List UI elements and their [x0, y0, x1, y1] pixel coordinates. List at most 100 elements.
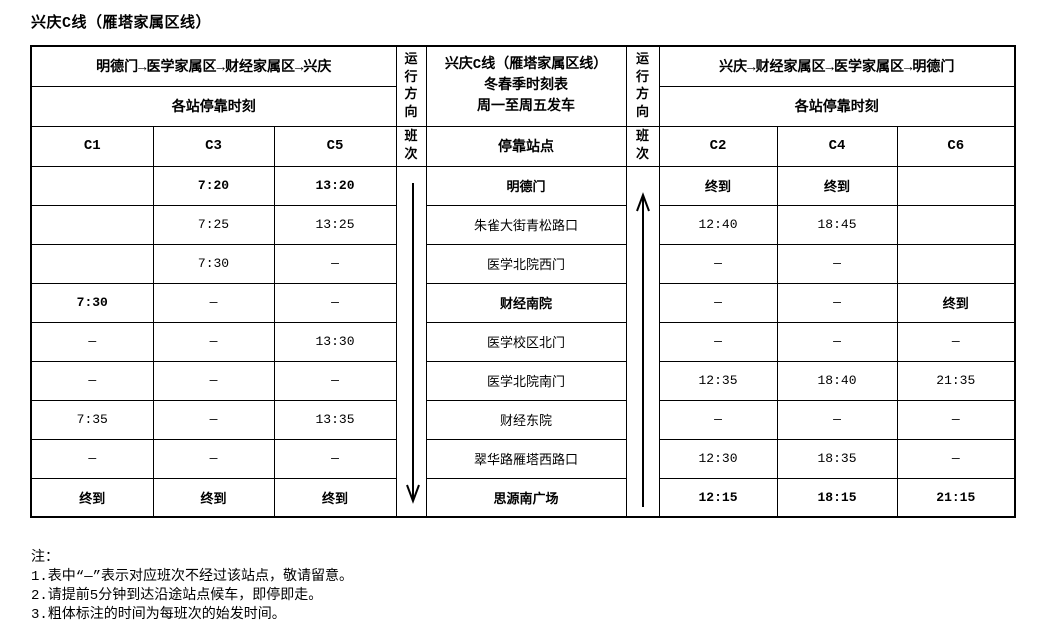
time-cell: 7:35: [30, 399, 154, 440]
time-cell: 7:25: [152, 204, 275, 245]
right-route-header: 兴庆→财经家属区→医学家属区→明德门: [658, 45, 1016, 87]
time-cell: —: [152, 282, 275, 323]
footnotes: 注： 1.表中“—”表示对应班次不经过该站点，敬请留意。 2.请提前5分钟到达沿…: [31, 549, 353, 625]
time-cell: [896, 243, 1016, 284]
table-row: 终到 终到 终到 思源南广场 12:15 18:15 21:15: [30, 477, 1016, 518]
time-cell: 12:15: [658, 477, 778, 518]
left-trip-label: 班次: [395, 125, 427, 167]
right-direction-arrow: [625, 165, 660, 518]
time-cell: —: [896, 321, 1016, 362]
time-cell: —: [30, 360, 154, 401]
time-cell: 终到: [896, 282, 1016, 323]
time-cell: —: [273, 360, 397, 401]
note-line: 2.请提前5分钟到达沿途站点候车，即停即走。: [31, 588, 323, 604]
right-trip-label: 班次: [625, 125, 660, 167]
time-cell: —: [776, 321, 898, 362]
col-header-c6: C6: [896, 125, 1016, 167]
time-cell: [30, 204, 154, 245]
time-cell: —: [273, 243, 397, 284]
time-cell: 7:30: [30, 282, 154, 323]
time-cell: 13:20: [273, 165, 397, 206]
time-cell: 21:35: [896, 360, 1016, 401]
center-title-line1: 兴庆C线（雁塔家属区线）: [444, 56, 608, 73]
time-cell: —: [658, 399, 778, 440]
station-cell: 医学北院西门: [425, 243, 627, 284]
table-row: 7:20 13:20 明德门 终到 终到: [30, 165, 1016, 518]
note-line: 3.粗体标注的时间为每班次的始发时间。: [31, 607, 286, 623]
time-cell: 7:20: [152, 165, 275, 206]
time-cell: —: [273, 282, 397, 323]
table-row: 7:30 — — 财经南院 — — 终到: [30, 282, 1016, 323]
station-cell: 朱雀大街青松路口: [425, 204, 627, 245]
col-header-c2: C2: [658, 125, 778, 167]
table-row: — — — 医学北院南门 12:35 18:40 21:35: [30, 360, 1016, 401]
station-cell: 财经东院: [425, 399, 627, 440]
time-cell: 18:40: [776, 360, 898, 401]
time-cell: 12:35: [658, 360, 778, 401]
time-cell: 13:35: [273, 399, 397, 440]
table-row: 7:25 13:25 朱雀大街青松路口 12:40 18:45: [30, 204, 1016, 245]
time-cell: 18:45: [776, 204, 898, 245]
time-cell: —: [152, 438, 275, 479]
left-direction-arrow: [395, 165, 427, 518]
time-cell: —: [776, 243, 898, 284]
station-cell: 财经南院: [425, 282, 627, 323]
time-cell: —: [776, 282, 898, 323]
left-direction-label: 运行方向: [395, 45, 427, 127]
time-cell: —: [896, 438, 1016, 479]
bus-timetable: 明德门→医学家属区→财经家属区→兴庆 运行方向 兴庆C线（雁塔家属区线） 冬春季…: [30, 45, 1017, 518]
right-direction-label: 运行方向: [625, 45, 660, 127]
center-title-line3: 周一至周五发车: [477, 98, 576, 115]
time-cell: 终到: [152, 477, 275, 518]
right-times-header: 各站停靠时刻: [658, 85, 1016, 127]
time-cell: —: [658, 321, 778, 362]
time-cell: 7:30: [152, 243, 275, 284]
col-header-c1: C1: [30, 125, 154, 167]
page-title: 兴庆C线（雁塔家属区线）: [31, 15, 212, 32]
col-header-c4: C4: [776, 125, 898, 167]
time-cell: 13:25: [273, 204, 397, 245]
time-cell: [896, 204, 1016, 245]
station-cell: 明德门: [425, 165, 627, 206]
station-cell: 医学校区北门: [425, 321, 627, 362]
time-cell: 终到: [273, 477, 397, 518]
time-cell: —: [152, 399, 275, 440]
time-cell: 12:30: [658, 438, 778, 479]
table-row: — — 13:30 医学校区北门 — — —: [30, 321, 1016, 362]
time-cell: [30, 165, 154, 206]
col-header-c5: C5: [273, 125, 397, 167]
time-cell: [30, 243, 154, 284]
time-cell: —: [30, 321, 154, 362]
left-times-header: 各站停靠时刻: [30, 85, 397, 127]
time-cell: 终到: [658, 165, 778, 206]
time-cell: 18:35: [776, 438, 898, 479]
left-route-header: 明德门→医学家属区→财经家属区→兴庆: [30, 45, 397, 87]
time-cell: —: [152, 360, 275, 401]
time-cell: 终到: [30, 477, 154, 518]
time-cell: —: [658, 243, 778, 284]
stops-header: 停靠站点: [425, 125, 627, 167]
time-cell: 18:15: [776, 477, 898, 518]
station-cell: 思源南广场: [425, 477, 627, 518]
station-cell: 医学北院南门: [425, 360, 627, 401]
table-row: 7:35 — 13:35 财经东院 — — —: [30, 399, 1016, 440]
station-cell: 翠华路雁塔西路口: [425, 438, 627, 479]
center-title-line2: 冬春季时刻表: [484, 77, 569, 94]
note-line: 1.表中“—”表示对应班次不经过该站点，敬请留意。: [31, 569, 354, 585]
down-arrow-icon: [405, 182, 420, 504]
time-cell: 21:15: [896, 477, 1016, 518]
time-cell: —: [896, 399, 1016, 440]
time-cell: [896, 165, 1016, 206]
table-row: 7:30 — 医学北院西门 — —: [30, 243, 1016, 284]
table-row: — — — 翠华路雁塔西路口 12:30 18:35 —: [30, 438, 1016, 479]
timetable-center-title: 兴庆C线（雁塔家属区线） 冬春季时刻表 周一至周五发车: [425, 45, 627, 127]
up-arrow-icon: [635, 191, 650, 507]
time-cell: —: [273, 438, 397, 479]
time-cell: 终到: [776, 165, 898, 206]
time-cell: 12:40: [658, 204, 778, 245]
col-header-c3: C3: [152, 125, 275, 167]
time-cell: —: [30, 438, 154, 479]
notes-label: 注：: [31, 550, 59, 566]
time-cell: —: [658, 282, 778, 323]
time-cell: —: [152, 321, 275, 362]
